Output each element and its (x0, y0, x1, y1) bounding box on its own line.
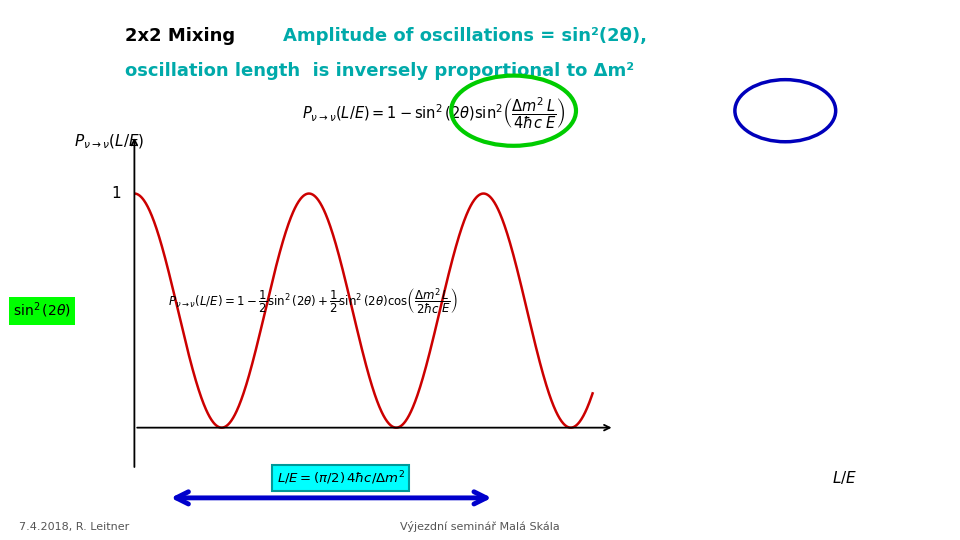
Text: oscillation length  is inversely proportional to Δm²: oscillation length is inversely proporti… (125, 62, 634, 80)
Text: $P_{\nu \to \nu}(L/E)$: $P_{\nu \to \nu}(L/E)$ (75, 133, 145, 151)
Text: 2x2 Mixing: 2x2 Mixing (125, 27, 235, 45)
Text: $L/E$: $L/E$ (832, 469, 857, 487)
Text: $P_{\nu \to \nu}(L/E) = 1 - \dfrac{1}{2}\sin^2(2\theta) + \dfrac{1}{2}\sin^2(2\t: $P_{\nu \to \nu}(L/E) = 1 - \dfrac{1}{2}… (168, 287, 458, 318)
Text: Amplitude of oscillations = sin²(2θ),: Amplitude of oscillations = sin²(2θ), (283, 27, 647, 45)
Text: $\sin^2(2\theta)$: $\sin^2(2\theta)$ (12, 301, 70, 320)
Text: 7.4.2018, R. Leitner: 7.4.2018, R. Leitner (19, 522, 130, 532)
Text: 1: 1 (111, 186, 121, 201)
Text: Výjezdní seminář Malá Skála: Výjezdní seminář Malá Skála (400, 521, 560, 532)
Text: $P_{\nu \to \nu}(L/E) = 1 - \sin^2(2\theta)\sin^2\!\left(\dfrac{\Delta m^2}{4\hb: $P_{\nu \to \nu}(L/E) = 1 - \sin^2(2\the… (302, 96, 565, 131)
Text: $L/E = (\pi/2)\,4\hbar c/\Delta m^2$: $L/E = (\pi/2)\,4\hbar c/\Delta m^2$ (276, 469, 405, 487)
